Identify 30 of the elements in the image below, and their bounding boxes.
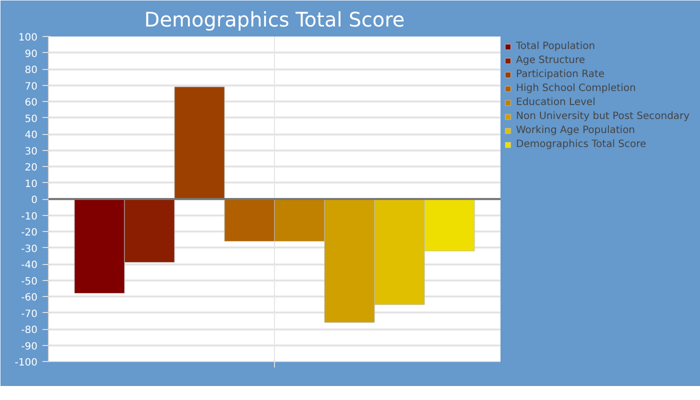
legend-label: Demographics Total Score [516, 138, 646, 150]
y-tick-label: 20 [24, 162, 38, 174]
y-tick-label: -80 [21, 325, 38, 336]
legend-label: Education Level [516, 96, 596, 108]
legend-label: Participation Rate [516, 68, 605, 80]
y-tick-label: 80 [24, 65, 38, 76]
y-tick-label: -30 [21, 244, 38, 255]
legend-label: Total Population [516, 40, 596, 52]
legend-label: Age Structure [516, 54, 586, 66]
y-tick-label: 50 [24, 114, 38, 125]
y-tick-label: -40 [21, 260, 38, 271]
legend-label: Working Age Population [516, 124, 636, 136]
legend-label: High School Completion [516, 82, 636, 94]
y-tick-label: -70 [21, 308, 38, 320]
y-tick-label: 100 [18, 32, 38, 44]
y-tick-label: -90 [21, 341, 38, 352]
y-tick-label: -20 [21, 228, 38, 238]
legend-label: Non University but Post Secondary [516, 110, 690, 122]
y-tick-label: -60 [21, 292, 38, 304]
y-tick-label: 30 [24, 146, 38, 158]
y-tick-label: -100 [14, 358, 38, 368]
y-tick-label: -10 [21, 211, 38, 222]
y-tick-label: 90 [24, 48, 38, 60]
y-tick-label: -50 [21, 276, 38, 288]
y-tick-label: 0 [31, 195, 38, 206]
y-tick-label: 60 [24, 98, 38, 108]
y-tick-label: 10 [24, 178, 38, 190]
y-tick-label: 40 [24, 130, 38, 141]
y-tick-label: 70 [24, 81, 38, 92]
chart-title: Demographics Total Score [144, 8, 405, 32]
